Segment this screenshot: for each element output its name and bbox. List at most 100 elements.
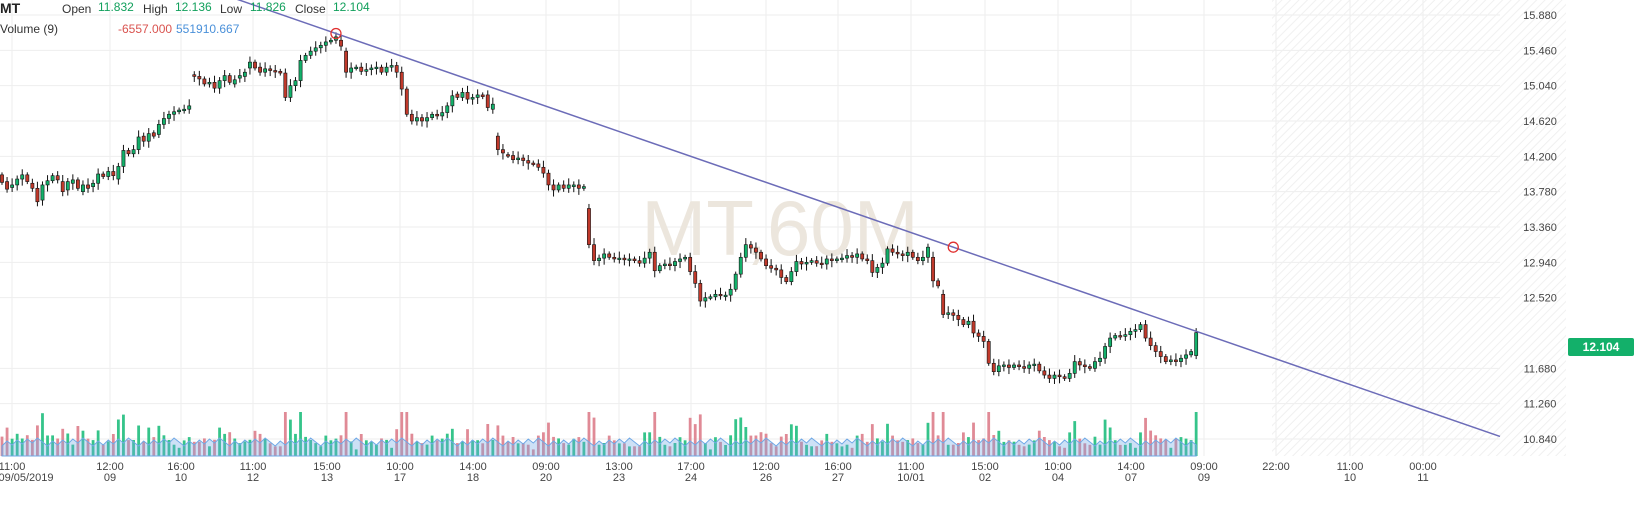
volume-bar <box>698 414 702 456</box>
volume-bar <box>263 438 267 456</box>
x-tick-time: 22:00 <box>1262 461 1290 473</box>
candle-body <box>1007 364 1011 368</box>
x-tick-date: 17 <box>394 472 406 484</box>
candle-body <box>303 55 308 61</box>
volume-bar <box>506 441 510 456</box>
volume-bar <box>1027 444 1031 456</box>
candle-body <box>116 166 121 180</box>
candle-body <box>10 184 15 188</box>
volume-bar <box>764 433 768 456</box>
candle-body <box>440 112 445 117</box>
candle-body <box>30 182 35 189</box>
candle-body <box>870 260 875 273</box>
volume-bar <box>25 435 29 456</box>
candle-body <box>313 47 318 52</box>
volume-bar <box>1098 444 1102 456</box>
candle-body <box>20 174 25 180</box>
volume-bar <box>1088 444 1092 456</box>
trendline-line[interactable] <box>230 0 1501 438</box>
candle-body <box>35 188 40 203</box>
candle-body <box>162 118 166 125</box>
volume-bar <box>967 437 970 456</box>
volume-bar <box>693 424 697 456</box>
volume-bar <box>385 439 388 456</box>
volume-bar <box>1103 419 1107 456</box>
volume-bar <box>855 435 859 456</box>
candle-body <box>1118 335 1123 338</box>
candle-body <box>703 297 708 302</box>
volume-bar <box>309 440 313 456</box>
candle-body <box>541 166 546 174</box>
candle-body <box>1163 356 1168 362</box>
volume-bar <box>1113 440 1117 456</box>
candle-body <box>1047 374 1052 379</box>
volume-bar <box>815 446 819 456</box>
candle-body <box>723 294 728 297</box>
volume-bar <box>891 435 894 456</box>
volume-bar <box>936 435 940 456</box>
volume-bar <box>1017 444 1021 456</box>
volume-bar <box>1032 440 1036 456</box>
candle-body <box>1179 357 1183 362</box>
candle-body <box>227 75 232 83</box>
x-tick-date: 10/01 <box>897 472 925 484</box>
candle-body <box>1098 357 1102 362</box>
open-label: Open <box>62 2 92 16</box>
low-label: Low <box>220 2 243 16</box>
candle-body <box>759 251 763 260</box>
candle-body <box>111 171 116 176</box>
volume-bar <box>724 445 727 456</box>
y-tick-label: 15.040 <box>1523 81 1557 93</box>
candle-body <box>81 184 85 192</box>
candle-body <box>394 65 399 73</box>
volume-bar <box>992 435 996 456</box>
volume-bar <box>542 432 545 456</box>
trendline-anchor[interactable] <box>947 241 959 253</box>
volume-bar <box>526 444 530 456</box>
volume-bar <box>744 427 748 456</box>
x-tick-date: 09 <box>1198 472 1210 484</box>
candle-body <box>344 50 348 73</box>
candle-body <box>1057 374 1062 378</box>
volume-bar <box>906 440 910 456</box>
volume-bar <box>213 439 216 456</box>
candle-body <box>177 109 182 113</box>
volume-bar <box>643 432 647 456</box>
candle-body <box>1037 363 1042 372</box>
volume-bar <box>865 441 869 456</box>
candle-body <box>1128 331 1133 335</box>
candle-body <box>455 93 460 98</box>
volume-bar <box>800 441 803 456</box>
candle-body <box>5 181 9 190</box>
candle-body <box>637 260 642 264</box>
candle-body <box>546 172 551 186</box>
volume-bar <box>1144 417 1147 456</box>
volume-bar <box>759 432 763 456</box>
candle-body <box>941 294 946 315</box>
x-tick-date: 11 <box>1417 472 1428 484</box>
trendline-anchor[interactable] <box>330 27 342 40</box>
volume-bar <box>445 433 449 456</box>
volume-bar <box>283 412 287 456</box>
candle-body <box>435 113 440 117</box>
candle-body <box>328 39 333 43</box>
candle-body <box>718 294 723 297</box>
volume-bar <box>719 441 722 456</box>
volume-bar <box>182 440 186 456</box>
candle-body <box>561 184 566 189</box>
volume-bar <box>208 446 211 456</box>
volume-bar <box>420 443 424 456</box>
volume-bar <box>56 438 60 456</box>
candle-body <box>597 257 601 261</box>
x-tick-time: 17:00 <box>677 461 705 473</box>
volume-bar <box>825 433 829 456</box>
volume-bar <box>673 443 677 456</box>
volume-bar <box>810 446 813 456</box>
volume-bar <box>289 419 292 456</box>
candle-body <box>293 80 298 86</box>
volume-bar <box>562 443 566 456</box>
candle-body <box>521 157 526 161</box>
candle-body <box>1158 351 1163 357</box>
